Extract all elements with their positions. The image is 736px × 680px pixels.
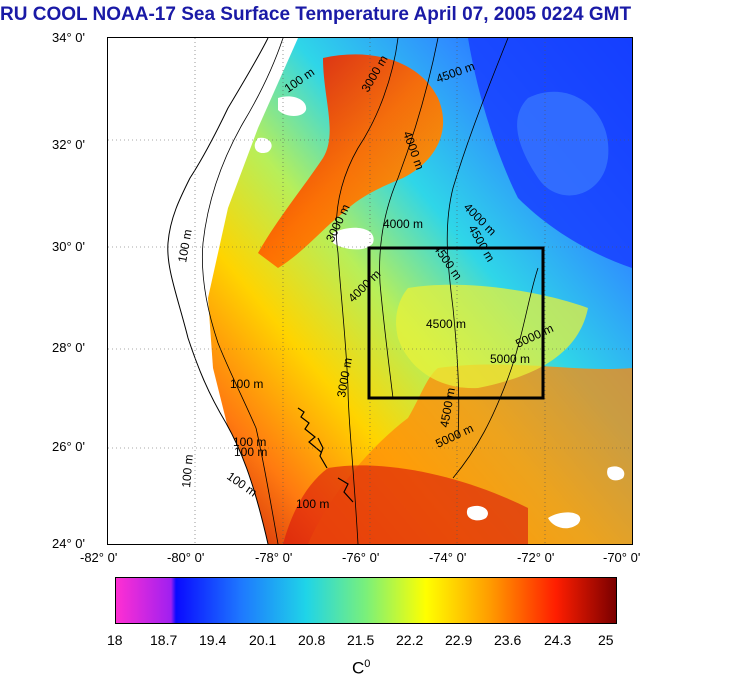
lon-label: -80° 0' <box>167 550 205 565</box>
lon-label: -82° 0' <box>80 550 118 565</box>
lat-label: 34° 0' <box>52 30 85 45</box>
gulf-stream-band <box>258 54 444 268</box>
bathy-label: 4500 m <box>437 387 458 429</box>
contour-100m <box>202 38 284 544</box>
cloud-mask <box>207 61 374 250</box>
lat-label: 28° 0' <box>52 340 85 355</box>
lon-label: -72° 0' <box>517 550 555 565</box>
colorbar-svg <box>116 578 616 623</box>
colorbar-label: 24.3 <box>544 632 572 648</box>
colorbar-unit: C0 <box>352 658 370 679</box>
bathy-label: 3000 m <box>334 357 355 399</box>
map-title: RU COOL NOAA-17 Sea Surface Temperature … <box>0 4 632 25</box>
hot-water-south <box>283 465 528 544</box>
coastline <box>167 38 269 544</box>
colorbar-label: 25 <box>598 632 614 648</box>
bathy-label: 5000 m <box>490 352 530 366</box>
colorbar-gradient <box>116 578 616 623</box>
study-box <box>367 246 545 400</box>
colorbar-label: 23.6 <box>494 632 522 648</box>
lon-label: -74° 0' <box>429 550 467 565</box>
contour-3000m <box>335 38 399 544</box>
bathy-label: 100 m <box>175 228 195 263</box>
lon-label: -70° 0' <box>603 550 641 565</box>
lon-label: -78° 0' <box>255 550 293 565</box>
lon-label: -76° 0' <box>342 550 380 565</box>
sst-map: 100 m 100 m 100 m 100 m 100 m 100 m 100 … <box>107 37 633 545</box>
yellow-plume <box>396 284 588 389</box>
colorbar-label: 20.8 <box>298 632 326 648</box>
colorbar-label: 22.2 <box>396 632 424 648</box>
sst-map-svg: 100 m 100 m 100 m 100 m 100 m 100 m 100 … <box>108 38 632 544</box>
bathy-label: 4500 m <box>426 317 466 331</box>
bathy-label: 100 m <box>233 435 266 449</box>
colorbar-label: 18 <box>107 632 123 648</box>
lat-label: 32° 0' <box>52 137 85 152</box>
lat-label: 24° 0' <box>52 536 85 551</box>
cloud-speckle <box>466 466 625 529</box>
unit-superscript: 0 <box>364 658 371 670</box>
lat-label: 26° 0' <box>52 439 85 454</box>
bahamas-islands <box>297 407 354 503</box>
colorbar-label: 22.9 <box>445 632 473 648</box>
colorbar-label: 20.1 <box>249 632 277 648</box>
colorbar-label: 19.4 <box>199 632 227 648</box>
lat-label: 30° 0' <box>52 239 85 254</box>
contour-4000m <box>379 38 439 399</box>
bathy-label: 100 m <box>234 445 267 459</box>
bathy-label: 100 m <box>296 497 329 511</box>
unit-letter: C <box>352 658 365 678</box>
bathy-label: 100 m <box>230 377 263 391</box>
colorbar-label: 21.5 <box>347 632 375 648</box>
bathy-label: 4000 m <box>383 217 423 231</box>
contour-4500m <box>446 38 509 439</box>
contour-5000m <box>452 267 539 479</box>
colorbar <box>115 577 617 624</box>
colorbar-label: 18.7 <box>150 632 178 648</box>
land-mass <box>108 38 268 544</box>
cold-eddy <box>517 91 609 196</box>
bathy-label: 100 m <box>179 454 196 488</box>
